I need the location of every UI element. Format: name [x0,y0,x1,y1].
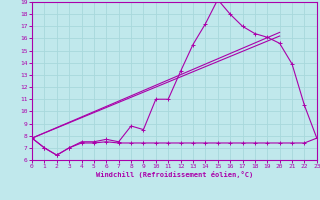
X-axis label: Windchill (Refroidissement éolien,°C): Windchill (Refroidissement éolien,°C) [96,171,253,178]
